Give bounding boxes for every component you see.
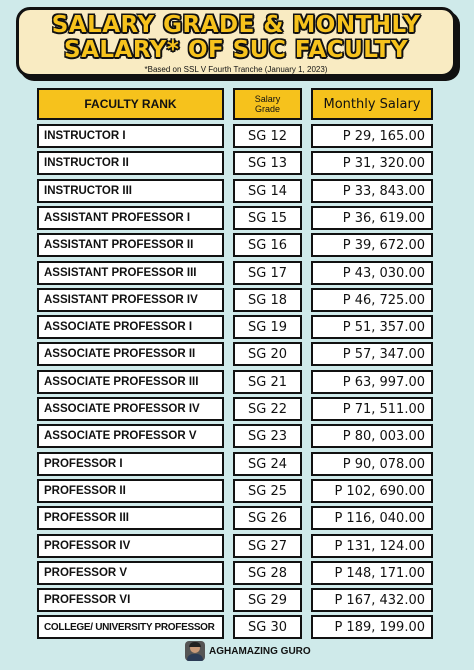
header-salary-grade: Salary Grade	[233, 88, 302, 120]
header-monthly-salary: Monthly Salary	[311, 88, 433, 120]
rank-cell: COLLEGE/ UNIVERSITY PROFESSOR	[37, 615, 224, 639]
header-salary-grade-line1: Salary	[254, 94, 281, 104]
salary-cell: P 131, 124.00	[311, 534, 433, 558]
grade-cell: SG 29	[233, 588, 302, 612]
rank-cell: ASSISTANT PROFESSOR IV	[37, 288, 224, 312]
footer-credit: AGHAMAZING GURO	[185, 640, 311, 662]
grade-cell: SG 15	[233, 206, 302, 230]
person-avatar-icon	[185, 641, 205, 661]
title-banner: SALARY GRADE & MONTHLY SALARY* OF SUC FA…	[16, 7, 456, 77]
salary-cell: P 102, 690.00	[311, 479, 433, 503]
grade-cell: SG 21	[233, 370, 302, 394]
header-salary-grade-line2: Grade	[254, 104, 280, 114]
source-note: *Based on SSL V Fourth Tranche (January …	[144, 65, 328, 74]
title-line-1: SALARY GRADE & MONTHLY	[51, 12, 421, 38]
header-faculty-rank: FACULTY RANK	[37, 88, 224, 120]
rank-cell: ASSISTANT PROFESSOR II	[37, 233, 224, 257]
salary-cell: P 148, 171.00	[311, 561, 433, 585]
grade-cell: SG 13	[233, 151, 302, 175]
rank-cell: ASSOCIATE PROFESSOR III	[37, 370, 224, 394]
grade-cell: SG 26	[233, 506, 302, 530]
salary-cell: P 36, 619.00	[311, 206, 433, 230]
salary-cell: P 31, 320.00	[311, 151, 433, 175]
salary-cell: P 29, 165.00	[311, 124, 433, 148]
rank-cell: PROFESSOR V	[37, 561, 224, 585]
grade-cell: SG 28	[233, 561, 302, 585]
grade-cell: SG 25	[233, 479, 302, 503]
rank-cell: INSTRUCTOR III	[37, 179, 224, 203]
grade-cell: SG 23	[233, 424, 302, 448]
salary-cell: P 33, 843.00	[311, 179, 433, 203]
title-line-2: SALARY* OF SUC FACULTY	[64, 37, 408, 63]
grade-cell: SG 19	[233, 315, 302, 339]
rank-cell: PROFESSOR I	[37, 452, 224, 476]
salary-cell: P 80, 003.00	[311, 424, 433, 448]
grade-cell: SG 24	[233, 452, 302, 476]
rank-cell: ASSOCIATE PROFESSOR V	[37, 424, 224, 448]
rank-cell: ASSISTANT PROFESSOR III	[37, 261, 224, 285]
grade-cell: SG 30	[233, 615, 302, 639]
footer-brand: AGHAMAZING GURO	[209, 645, 311, 657]
salary-cell: P 63, 997.00	[311, 370, 433, 394]
grade-cell: SG 27	[233, 534, 302, 558]
grade-cell: SG 12	[233, 124, 302, 148]
salary-cell: P 39, 672.00	[311, 233, 433, 257]
rank-cell: ASSOCIATE PROFESSOR IV	[37, 397, 224, 421]
rank-cell: PROFESSOR II	[37, 479, 224, 503]
salary-cell: P 71, 511.00	[311, 397, 433, 421]
salary-cell: P 90, 078.00	[311, 452, 433, 476]
grade-cell: SG 20	[233, 342, 302, 366]
rank-cell: ASSOCIATE PROFESSOR I	[37, 315, 224, 339]
grade-cell: SG 18	[233, 288, 302, 312]
grade-cell: SG 22	[233, 397, 302, 421]
salary-cell: P 167, 432.00	[311, 588, 433, 612]
rank-cell: PROFESSOR IV	[37, 534, 224, 558]
rank-cell: PROFESSOR III	[37, 506, 224, 530]
rank-cell: ASSOCIATE PROFESSOR II	[37, 342, 224, 366]
rank-cell: INSTRUCTOR I	[37, 124, 224, 148]
salary-cell: P 57, 347.00	[311, 342, 433, 366]
grade-cell: SG 14	[233, 179, 302, 203]
salary-cell: P 189, 199.00	[311, 615, 433, 639]
salary-cell: P 46, 725.00	[311, 288, 433, 312]
salary-cell: P 116, 040.00	[311, 506, 433, 530]
grade-cell: SG 16	[233, 233, 302, 257]
rank-cell: PROFESSOR VI	[37, 588, 224, 612]
rank-cell: INSTRUCTOR II	[37, 151, 224, 175]
salary-cell: P 51, 357.00	[311, 315, 433, 339]
salary-cell: P 43, 030.00	[311, 261, 433, 285]
grade-cell: SG 17	[233, 261, 302, 285]
rank-cell: ASSISTANT PROFESSOR I	[37, 206, 224, 230]
